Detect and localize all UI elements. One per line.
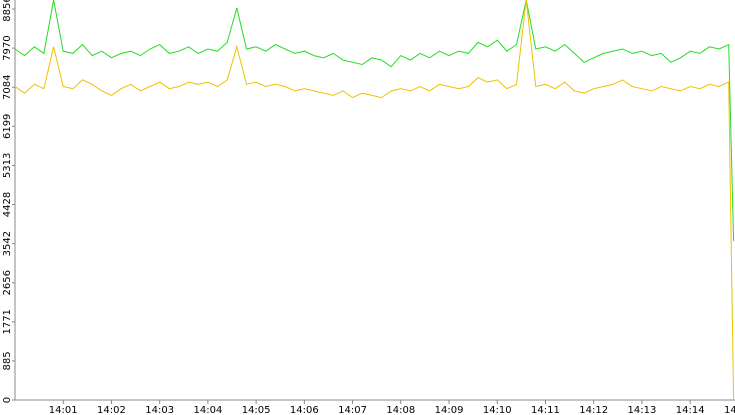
y-tick-label: 4428 <box>2 192 13 217</box>
x-tick-label: 14:12 <box>579 405 608 415</box>
y-tick-label: 885 <box>2 351 13 370</box>
y-tick-label: 0 <box>2 397 13 403</box>
x-tick-label: 14:14 <box>676 405 705 415</box>
y-tick-label: 3542 <box>2 231 13 256</box>
x-tick-label: 14:10 <box>483 405 512 415</box>
y-tick-label: 7970 <box>2 35 13 60</box>
x-tick-label: 14:08 <box>386 405 415 415</box>
x-tick-label: 14:04 <box>193 405 222 415</box>
y-tick-label: 8856 <box>2 0 13 22</box>
y-tick-label: 5313 <box>2 153 13 178</box>
x-tick-label: 14:07 <box>338 405 367 415</box>
y-tick-label: 1771 <box>2 309 13 334</box>
x-tick-label: 14:05 <box>242 405 271 415</box>
x-tick-label: 14:02 <box>97 405 126 415</box>
x-tick-label: 14:15 <box>724 405 735 415</box>
series-line <box>14 0 735 401</box>
x-tick-label: 14:11 <box>531 405 560 415</box>
x-tick-label: 14:06 <box>290 405 319 415</box>
y-tick-label: 6199 <box>2 114 13 139</box>
x-tick-label: 14:01 <box>49 405 78 415</box>
x-tick-label: 14:03 <box>145 405 174 415</box>
x-tick-label: 14:13 <box>628 405 657 415</box>
y-tick-label: 7084 <box>2 75 13 100</box>
x-tick-label: 14:09 <box>435 405 464 415</box>
y-tick-label: 2656 <box>2 270 13 295</box>
series-line <box>14 0 735 242</box>
